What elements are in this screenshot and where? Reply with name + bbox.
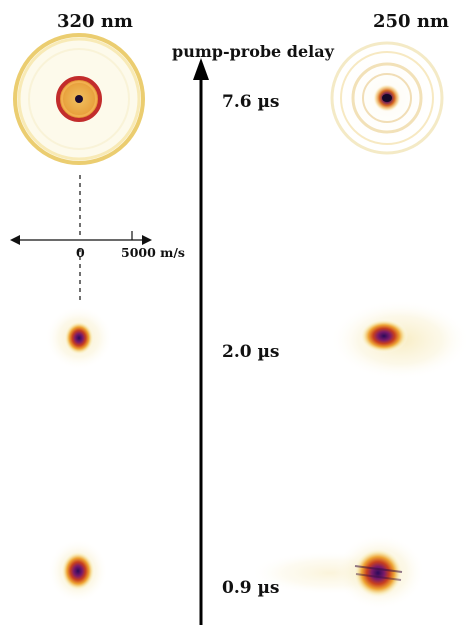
image-250nm-7-6us	[329, 40, 445, 156]
column-heading-250nm: 250 nm	[373, 11, 449, 32]
image-320nm-2-0us	[45, 306, 113, 370]
delay-axis-arrowhead	[193, 58, 209, 80]
column-heading-320nm: 320 nm	[57, 11, 133, 32]
image-320nm-7-6us	[13, 33, 145, 165]
delay-axis-title: pump-probe delay	[172, 42, 334, 61]
delay-axis	[193, 58, 209, 625]
image-250nm-2-0us	[330, 300, 470, 380]
image-250nm-0-9us	[250, 534, 425, 610]
scale-label-zero: 0	[76, 245, 85, 260]
scale-label-5000: 5000 m/s	[121, 245, 185, 260]
image-320nm-0-9us	[48, 539, 108, 603]
delay-label-2-0us: 2.0 µs	[222, 342, 280, 362]
delay-label-0-9us: 0.9 µs	[222, 578, 280, 598]
scale-arrow-right	[142, 235, 152, 245]
velocity-scale	[10, 175, 152, 300]
delay-label-7-6us: 7.6 µs	[222, 92, 280, 112]
scale-arrow-left	[10, 235, 20, 245]
